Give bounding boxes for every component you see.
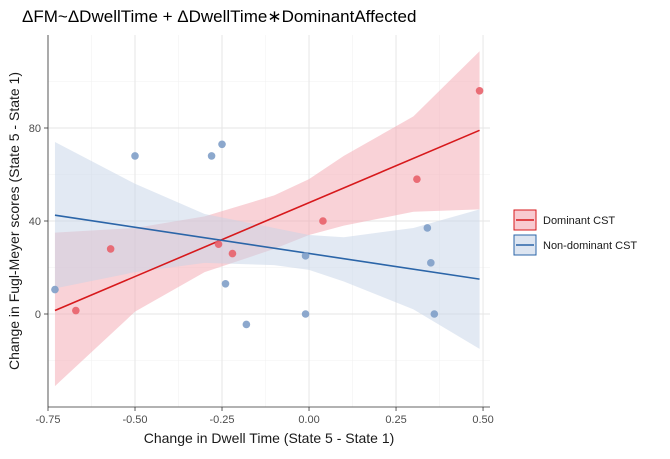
data-point-dominant (319, 217, 327, 225)
data-point-non-dominant (427, 259, 435, 267)
data-point-dominant (475, 87, 484, 95)
data-point-non-dominant (242, 320, 251, 329)
y-axis-ticks: 0 40 80 (29, 123, 48, 321)
data-point-dominant (228, 249, 237, 258)
regression-lines (54, 129, 480, 312)
fit-line-non-dominant (54, 214, 480, 280)
confidence-band-dominant (54, 51, 480, 387)
data-point-non-dominant (218, 140, 226, 149)
x-tick-label: -0.50 (122, 414, 147, 426)
confidence-bands (54, 51, 480, 387)
x-axis-title: Change in Dwell Time (State 5 - State 1) (144, 430, 395, 446)
data-point-non-dominant (301, 252, 310, 260)
y-tick-label: 40 (29, 216, 41, 228)
legend-label-non-dominant: Non-dominant CST (543, 240, 637, 252)
x-tick-label: -0.75 (35, 414, 60, 426)
x-tick-label: -0.25 (209, 414, 234, 426)
data-point-dominant (214, 240, 223, 249)
data-point-non-dominant (221, 279, 230, 288)
y-tick-label: 0 (35, 309, 41, 321)
data-point-non-dominant (207, 152, 216, 160)
data-point-dominant (413, 175, 421, 183)
chart-title: ΔFM~ΔDwellTime + ΔDwellTime∗DominantAffe… (22, 7, 416, 26)
y-tick-label: 80 (29, 123, 41, 135)
data-point-non-dominant (430, 310, 439, 318)
fit-line-dominant (54, 129, 480, 312)
data-point-non-dominant (301, 310, 310, 318)
legend-label-dominant: Dominant CST (543, 215, 615, 227)
x-tick-label: 0.50 (472, 414, 493, 426)
data-point-dominant (72, 306, 80, 315)
y-axis-title: Change in Fugl-Meyer scores (State 5 - S… (6, 72, 22, 370)
data-points (51, 87, 484, 329)
x-tick-label: 0.25 (385, 414, 406, 426)
data-point-non-dominant (51, 285, 59, 294)
data-point-dominant (106, 245, 115, 253)
confidence-band-non-dominant (54, 141, 480, 349)
x-axis-ticks: -0.75 -0.50 -0.25 0.00 0.25 0.50 (35, 407, 494, 426)
data-point-non-dominant (423, 224, 432, 232)
x-tick-label: 0.00 (298, 414, 319, 426)
data-point-non-dominant (131, 152, 139, 160)
legend: Dominant CST Non-dominant CST (513, 209, 637, 256)
